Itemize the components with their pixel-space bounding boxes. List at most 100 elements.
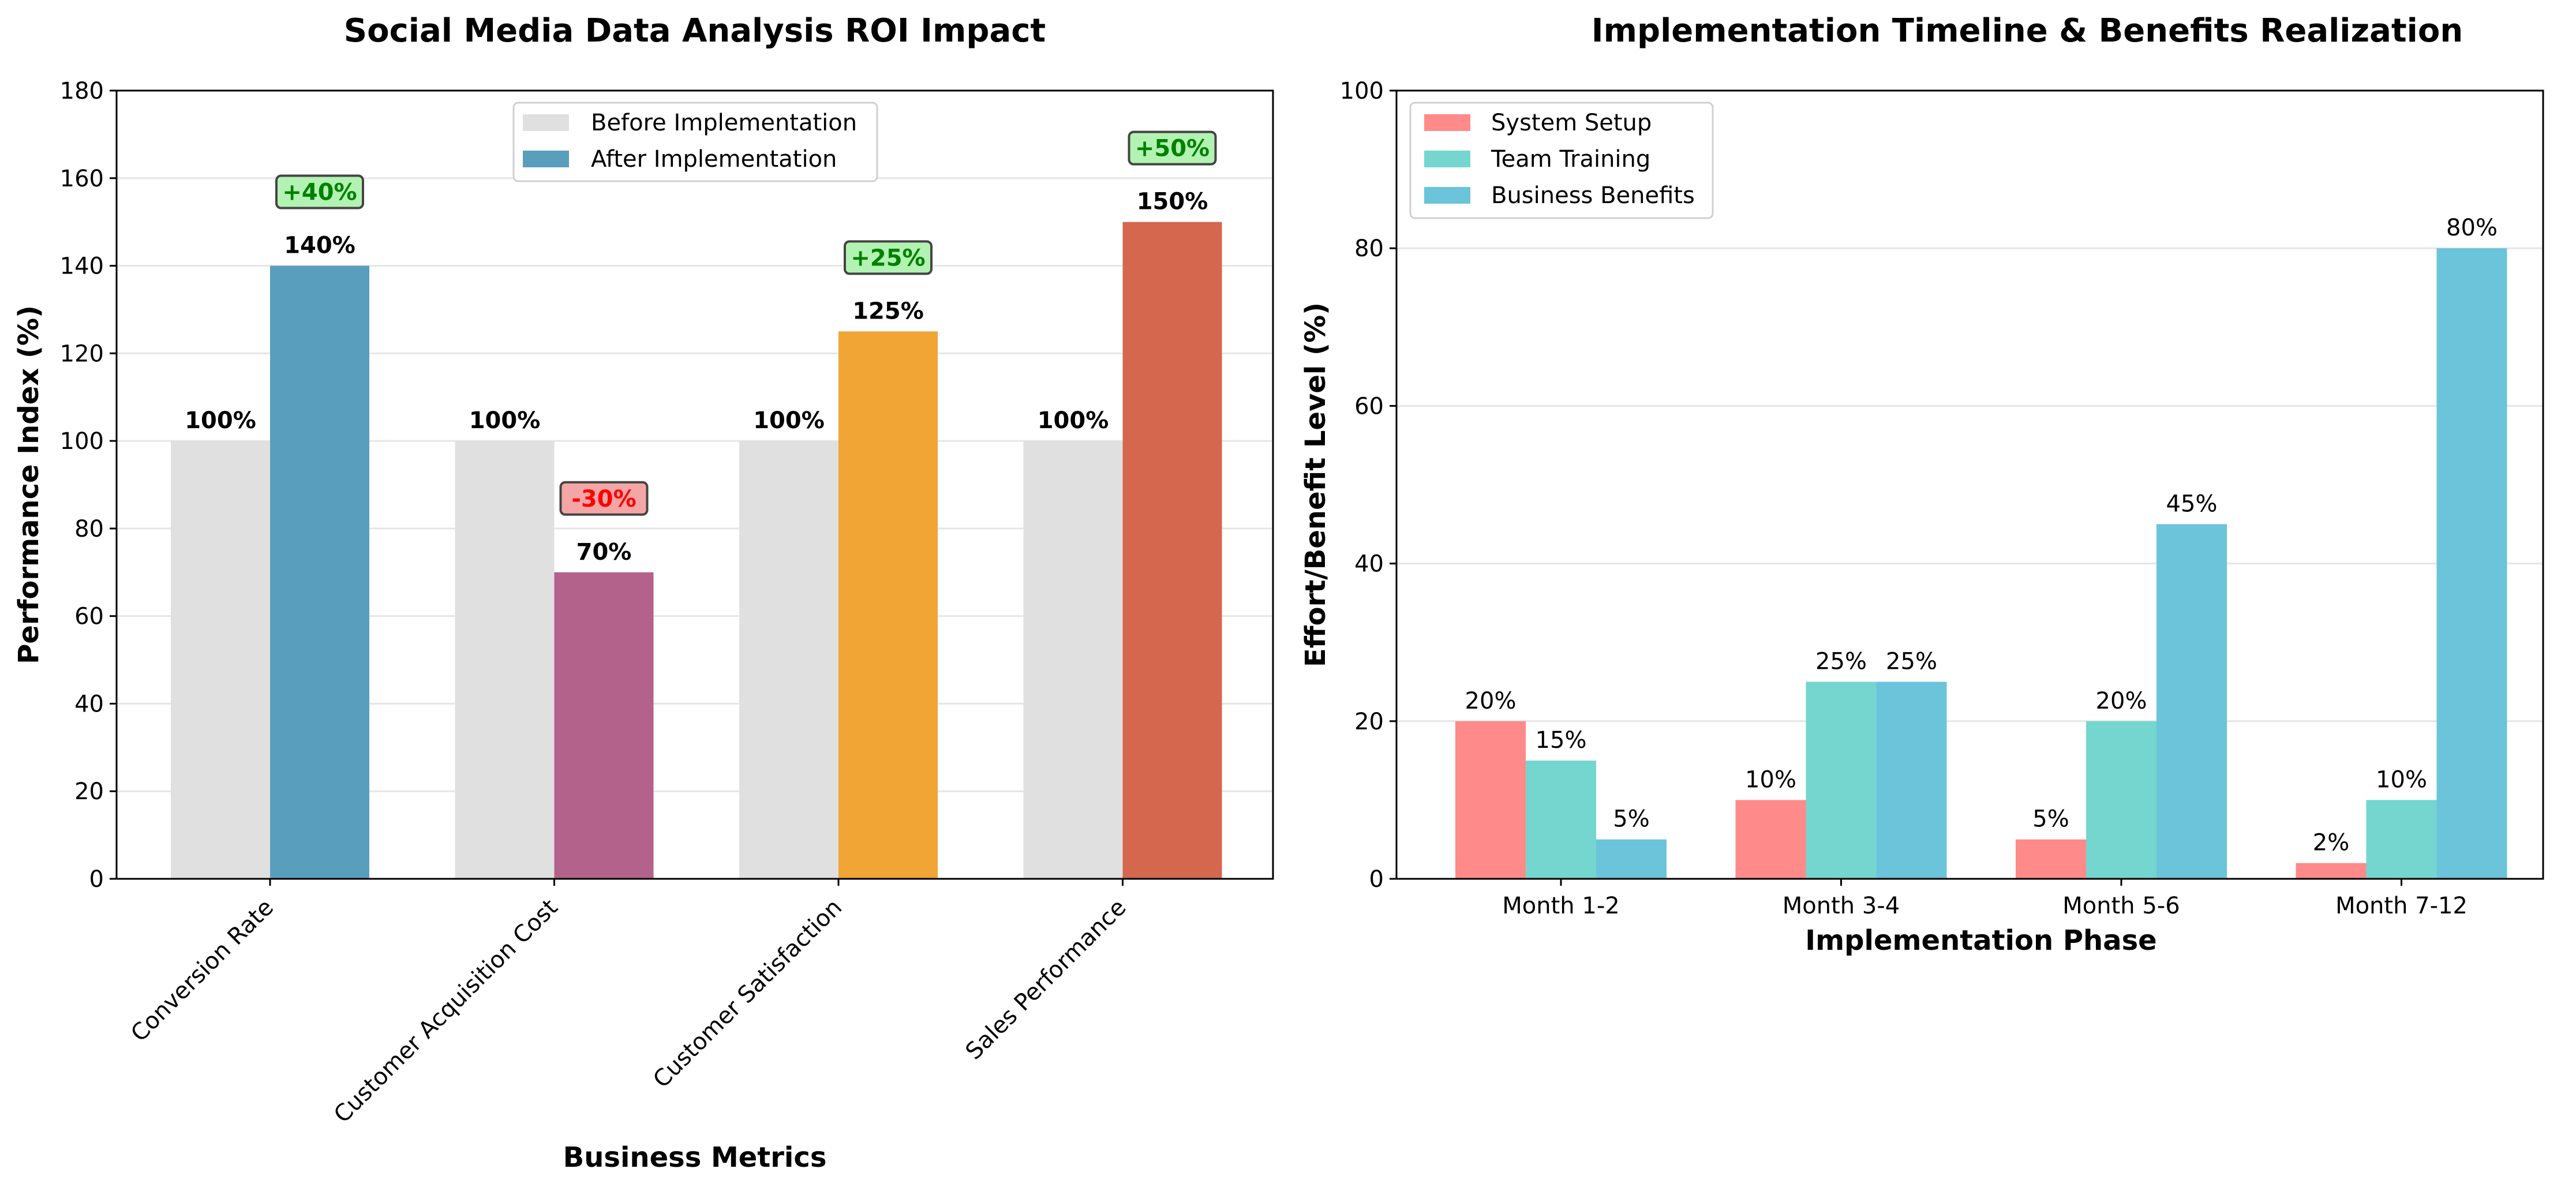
legend-label-after: After Implementation	[591, 146, 837, 173]
bar-label-team-training-month-5-6: 20%	[2096, 688, 2147, 714]
legend-label-business-benefits: Business Benefits	[1491, 182, 1695, 209]
left-y-tick-label: 140	[60, 253, 104, 280]
change-badge-sales-performance	[1128, 130, 1217, 166]
left-y-tick-label: 80	[74, 516, 104, 542]
bar-label-team-training-month-1-2: 15%	[1536, 727, 1587, 754]
bar-after-customer-satisfaction	[838, 331, 938, 879]
bar-label-system-setup-month-3-4: 10%	[1745, 766, 1796, 793]
right-x-tick-label: Month 1-2	[1502, 893, 1619, 919]
bar-before-sales-performance	[1023, 441, 1123, 879]
change-badge-text-customer-satisfaction: +25%	[851, 245, 925, 271]
legend-swatch-business-benefits	[1424, 187, 1470, 204]
legend-swatch-system-setup	[1424, 114, 1470, 131]
right-y-tick-label: 40	[1354, 551, 1384, 578]
bar-label-business-benefits-month-7-12: 80%	[2446, 215, 2498, 241]
bar-label-after-customer-acquisition-cost: 70%	[576, 539, 632, 565]
legend-swatch-after	[523, 151, 569, 167]
right-x-axis-ticks: Month 1-2 Month 3-4 Month 5-6 Month 7-12	[1502, 879, 2468, 919]
change-badge-text-sales-performance: +50%	[1135, 136, 1210, 162]
bar-team-training-month-5-6	[2086, 721, 2156, 879]
left-y-tick-label: 180	[60, 78, 104, 104]
bar-after-customer-acquisition-cost	[554, 572, 654, 879]
bar-before-customer-acquisition-cost	[455, 441, 555, 879]
left-bar-labels: 100% 140% 100% 70% 100% 125% 100% 150%	[185, 189, 1208, 565]
bar-before-customer-satisfaction	[739, 441, 838, 879]
bar-label-after-conversion-rate: 140%	[284, 233, 355, 259]
left-y-tick-label: 20	[74, 778, 104, 805]
bar-label-after-sales-performance: 150%	[1137, 189, 1208, 215]
right-bar-labels: 20% 15% 5% 10% 25% 25% 5% 20% 45% 2% 10% 80%	[1465, 215, 2498, 856]
left-y-tick-label: 40	[74, 691, 104, 717]
right-y-axis-ticks: 0 20 40 60 80 100	[1340, 78, 1396, 893]
bar-label-after-customer-satisfaction: 125%	[852, 298, 924, 324]
bar-business-benefits-month-3-4	[1876, 681, 1947, 879]
right-x-axis-label: Implementation Phase	[1805, 924, 2156, 957]
right-y-tick-label: 20	[1354, 709, 1384, 735]
right-legend: System Setup Team Training Business Bene…	[1409, 102, 1714, 219]
right-y-tick-label: 100	[1340, 78, 1384, 104]
right-x-tick-label: Month 3-4	[1783, 893, 1900, 919]
legend-label-team-training: Team Training	[1491, 146, 1650, 173]
bar-system-setup-month-1-2	[1455, 721, 1526, 879]
bar-label-before-conversion-rate: 100%	[185, 407, 256, 434]
legend-label-before: Before Implementation	[591, 110, 857, 136]
change-badge-text-conversion-rate: +40%	[282, 179, 357, 206]
bar-business-benefits-month-7-12	[2436, 248, 2507, 879]
left-y-tick-label: 60	[74, 604, 104, 630]
bar-team-training-month-3-4	[1806, 681, 1877, 879]
bar-system-setup-month-5-6	[2016, 839, 2086, 879]
legend-swatch-before	[523, 114, 569, 131]
bar-after-sales-performance	[1122, 222, 1222, 879]
bar-label-before-sales-performance: 100%	[1038, 407, 1109, 434]
right-y-axis-label: Effort/Benefit Level (%)	[1300, 302, 1332, 667]
right-chart-title: Implementation Timeline & Benefits Reali…	[1592, 12, 2463, 50]
right-y-tick-label: 0	[1369, 866, 1384, 893]
bar-label-system-setup-month-7-12: 2%	[2313, 830, 2349, 856]
right-y-tick-label: 80	[1354, 235, 1384, 262]
bar-label-business-benefits-month-5-6: 45%	[2166, 490, 2218, 517]
left-bars	[171, 222, 1222, 879]
left-chart-title: Social Media Data Analysis ROI Impact	[344, 12, 1046, 50]
bar-label-system-setup-month-1-2: 20%	[1465, 688, 1517, 714]
left-legend-box	[512, 102, 878, 182]
right-legend-box	[1409, 102, 1714, 219]
change-badge-customer-acquisition-cost	[559, 481, 649, 516]
bar-system-setup-month-7-12	[2296, 863, 2367, 879]
left-y-tick-label: 120	[60, 340, 104, 367]
legend-label-system-setup: System Setup	[1491, 110, 1652, 136]
bar-after-conversion-rate	[270, 265, 369, 879]
bar-team-training-month-7-12	[2366, 800, 2437, 879]
left-change-annotations: +40% -30% +25% +50%	[275, 130, 1217, 516]
legend-swatch-team-training	[1424, 151, 1470, 167]
bar-label-before-customer-satisfaction: 100%	[753, 407, 825, 434]
right-plot-frame	[1395, 89, 2544, 880]
bar-label-before-customer-acquisition-cost: 100%	[469, 407, 541, 434]
left-y-axis-ticks: 0 20 40 60 80 100 120 140 160 180	[60, 78, 117, 893]
bar-business-benefits-month-5-6	[2156, 524, 2227, 879]
bar-label-system-setup-month-5-6: 5%	[2032, 806, 2069, 833]
change-badge-text-customer-acquisition-cost: -30%	[571, 486, 636, 512]
bar-label-team-training-month-3-4: 25%	[1815, 649, 1867, 675]
left-x-axis-label: Business Metrics	[563, 1141, 827, 1174]
timeline-chart: Implementation Timeline & Benefits Reali…	[1300, 12, 2544, 957]
left-y-axis-label: Performance Index (%)	[13, 305, 45, 664]
right-y-tick-label: 60	[1354, 393, 1384, 420]
bar-label-business-benefits-month-3-4: 25%	[1886, 649, 1937, 675]
change-badge-conversion-rate	[275, 174, 364, 209]
left-y-tick-label: 0	[89, 866, 104, 893]
left-legend: Before Implementation After Implementati…	[512, 102, 878, 182]
left-plot-frame	[115, 89, 1274, 880]
left-y-tick-label: 100	[60, 428, 104, 455]
bar-before-conversion-rate	[171, 441, 270, 879]
bar-team-training-month-1-2	[1526, 761, 1596, 879]
left-y-tick-label: 160	[60, 166, 104, 192]
bar-business-benefits-month-1-2	[1596, 839, 1667, 879]
change-badge-customer-satisfaction	[844, 240, 933, 275]
right-x-tick-label: Month 5-6	[2062, 893, 2180, 919]
bar-label-business-benefits-month-1-2: 5%	[1613, 806, 1649, 833]
bar-system-setup-month-3-4	[1735, 800, 1806, 879]
right-bars	[1455, 248, 2507, 879]
bar-label-team-training-month-7-12: 10%	[2376, 766, 2427, 793]
